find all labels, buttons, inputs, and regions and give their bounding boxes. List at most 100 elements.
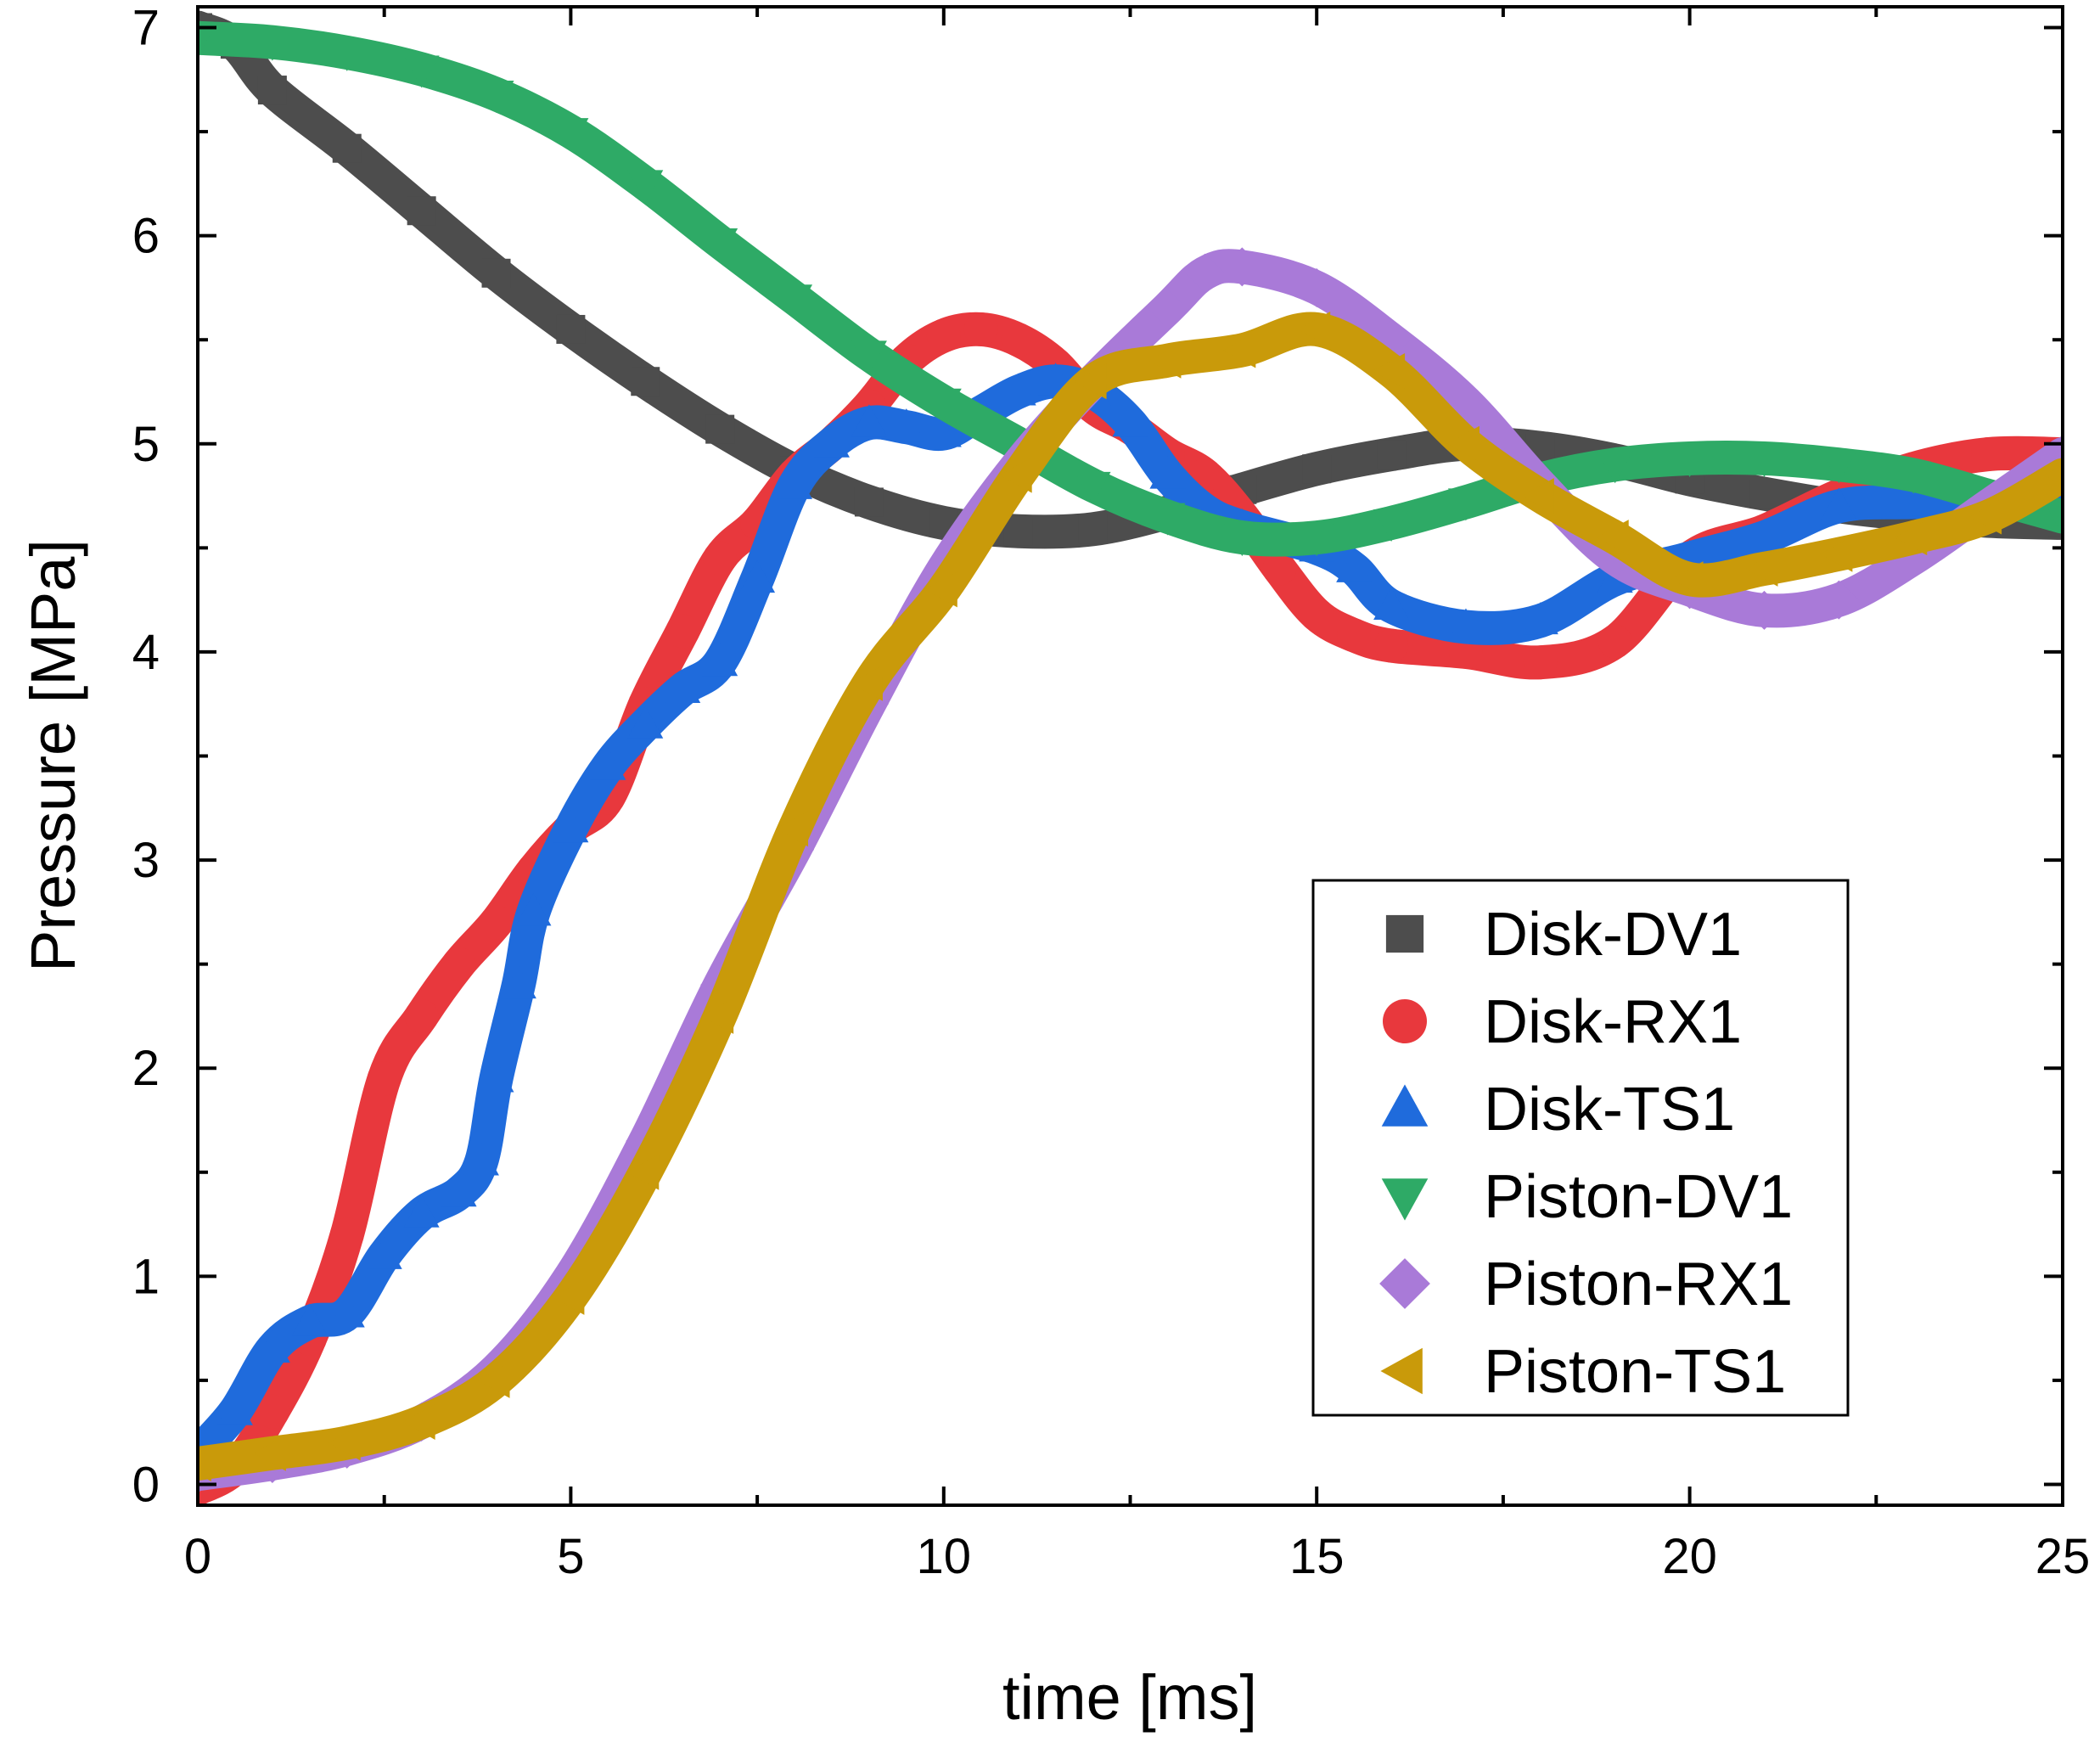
legend-label: Piston-DV1 [1484,1163,1793,1231]
data-point [478,80,514,113]
data-point [1075,471,1111,504]
data-point [198,24,216,57]
data-point [254,28,290,61]
legend-marker [1383,999,1427,1043]
data-point [553,810,589,843]
y-tick-label: 2 [132,1041,160,1096]
data-point [1895,520,1928,556]
data-point [702,644,738,677]
legend-label: Disk-DV1 [1484,901,1742,969]
data-point [1223,332,1256,368]
legend-label: Disk-TS1 [1484,1076,1735,1144]
data-point [665,671,701,704]
data-point [1895,483,1932,516]
series-line [198,312,2063,1481]
data-point [257,76,287,105]
data-point [1597,451,1633,484]
legend-item: Disk-DV1 [1385,901,1742,969]
data-point [1337,618,1372,653]
data-point [1377,440,1407,469]
data-point [1297,267,1337,307]
data-point [1820,536,1853,572]
data-point [332,133,362,163]
data-point [1185,253,1225,293]
data-point [1298,311,1331,347]
legend-item: Piston-RX1 [1379,1251,1793,1318]
data-point [1224,524,1261,557]
data-point [553,118,589,151]
legend-marker [1379,1258,1430,1309]
data-point [403,1194,440,1228]
data-point [590,747,626,780]
legend-label: Piston-TS1 [1484,1338,1786,1406]
data-point [739,560,776,593]
data-point [851,404,887,437]
y-tick-label: 5 [132,417,160,472]
data-point [999,457,1032,493]
data-point [328,1295,365,1328]
data-point [1745,550,1778,587]
data-point [926,318,961,353]
data-point [1078,514,1108,544]
data-point [1299,524,1335,557]
data-point [1746,519,1783,552]
legend-item: Disk-RX1 [1383,988,1742,1056]
x-tick-label: 20 [1662,1529,1717,1584]
series-line [198,20,2063,557]
data-point [366,1236,402,1269]
legend-marker [1381,1178,1429,1221]
data-point [631,367,660,396]
data-point [1523,645,1558,680]
data-point [925,414,962,447]
data-point [329,1217,364,1252]
y-tick-label: 1 [132,1249,160,1304]
data-point [1074,363,1107,400]
data-point [1373,352,1406,389]
legend-marker [1385,914,1424,953]
legend-marker [1381,1084,1429,1127]
data-point [479,905,514,940]
data-point [254,1330,290,1363]
data-point [1302,454,1332,484]
y-tick-label: 3 [132,833,160,888]
data-point [463,1143,499,1176]
legend-label: Piston-RX1 [1484,1251,1793,1318]
data-point [1670,561,1704,598]
data-point [1003,516,1033,546]
ticks-layer: 0 5 10 15 20 25 0 1 2 3 4 5 6 7 [132,1,2091,1584]
x-tick-label: 5 [557,1529,584,1584]
data-point [1300,597,1334,632]
data-point [477,1362,510,1398]
data-point [813,424,850,458]
legend-item: Piston-TS1 [1380,1338,1786,1406]
data-point [665,614,700,649]
y-tick-label: 6 [132,209,160,264]
data-point [1446,425,1480,462]
x-tick-label: 25 [2035,1529,2091,1584]
data-point [1521,478,1554,514]
data-point [255,1394,289,1429]
data-point [850,665,883,701]
data-point [626,1154,660,1190]
legend-marker [1380,1347,1423,1395]
data-point [888,408,924,441]
data-point [1969,498,2002,535]
data-point [1262,551,1297,586]
data-point [1447,608,1484,641]
data-point [328,38,365,71]
y-tick-label: 0 [132,1457,160,1512]
legend-item: Disk-TS1 [1381,1076,1735,1144]
x-tick-label: 10 [917,1529,972,1584]
data-point [1819,580,1859,620]
data-point [500,966,536,999]
data-point [854,487,884,517]
data-point [963,312,998,346]
data-point [1148,289,1188,329]
data-point [478,1059,514,1093]
data-point [1336,549,1373,582]
data-point [556,314,586,344]
data-point [403,55,440,88]
data-point [328,1425,361,1461]
